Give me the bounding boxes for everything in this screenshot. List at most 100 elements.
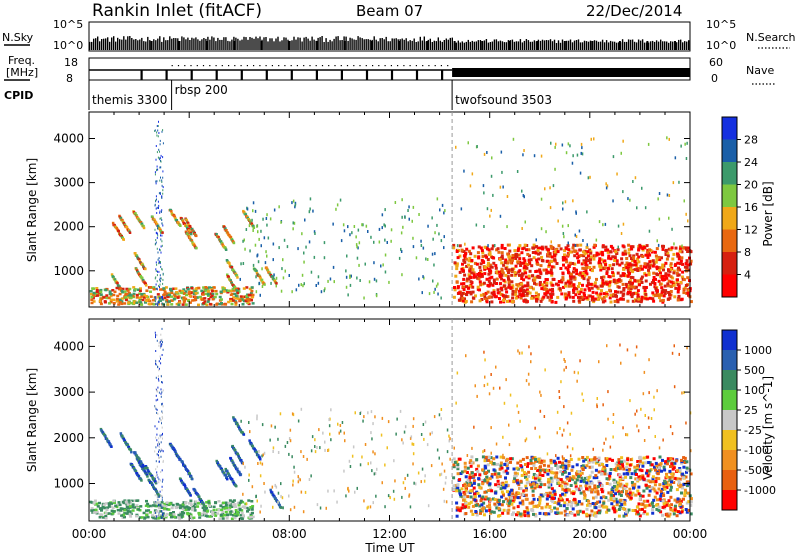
velocity-cell	[178, 511, 182, 515]
velocity-cell	[279, 412, 282, 416]
power-cell	[245, 296, 249, 299]
power-cell	[218, 302, 222, 306]
nsky-bar	[235, 37, 237, 50]
velocity-cell	[654, 480, 658, 483]
velocity-cell	[298, 477, 300, 481]
power-cell	[142, 278, 145, 282]
velocity-cell	[616, 483, 620, 487]
power-cell	[667, 291, 671, 294]
velocity-cell	[155, 517, 159, 521]
velocity-cell	[237, 455, 240, 458]
power-cell	[460, 267, 464, 271]
nsky-bar	[213, 37, 215, 50]
power-cell	[234, 294, 238, 298]
power-cell	[236, 291, 239, 295]
velocity-cell	[327, 448, 330, 452]
power-cell	[247, 293, 251, 297]
power-cell	[630, 257, 633, 260]
power-cell	[518, 269, 522, 273]
power-cell	[624, 263, 628, 267]
velocity-cell	[226, 513, 229, 516]
power-cell	[514, 257, 518, 260]
power-cell	[682, 291, 686, 295]
power-cell	[689, 250, 693, 254]
power-cell	[656, 294, 660, 298]
power-cell	[487, 267, 491, 271]
power-cell	[568, 295, 572, 299]
velocity-cell	[596, 485, 600, 488]
velocity-cell	[160, 436, 162, 439]
power-cell	[116, 294, 120, 298]
colorbar-tick-label: 28	[744, 134, 758, 147]
velocity-cell	[515, 472, 519, 476]
nsky-bar	[115, 41, 117, 50]
power-cell	[572, 270, 575, 274]
nsky-bar	[431, 42, 433, 50]
power-cell	[549, 268, 553, 272]
power-cell	[195, 234, 198, 238]
velocity-cell	[202, 512, 206, 515]
power-cell	[220, 302, 223, 305]
velocity-cell	[463, 461, 467, 465]
power-cell	[486, 290, 490, 294]
velocity-cell	[367, 505, 369, 509]
power-cell	[565, 296, 568, 300]
velocity-cell	[131, 506, 134, 509]
power-cell	[517, 247, 520, 251]
power-cell	[248, 224, 251, 228]
velocity-cell	[625, 467, 629, 471]
velocity-cell	[314, 450, 317, 454]
power-cell	[586, 278, 590, 282]
power-cell	[373, 240, 375, 244]
power-cell	[443, 211, 445, 215]
power-cell	[161, 195, 163, 198]
power-cell	[492, 293, 496, 297]
velocity-cell	[607, 491, 611, 495]
velocity-cell	[99, 427, 103, 431]
power-cell	[203, 289, 207, 292]
velocity-cell	[259, 461, 262, 465]
power-cell	[673, 264, 677, 267]
velocity-cell	[431, 431, 433, 435]
velocity-cell	[538, 471, 542, 475]
power-cell	[160, 261, 161, 264]
nsky-bar	[423, 36, 425, 50]
power-cell	[573, 254, 577, 258]
power-cell	[550, 273, 554, 277]
power-cell	[674, 156, 677, 160]
power-cell	[651, 291, 655, 295]
power-cell	[156, 293, 160, 296]
power-cell	[482, 184, 485, 188]
power-cell	[162, 288, 164, 291]
power-cell	[562, 285, 565, 289]
power-cell	[222, 290, 226, 293]
velocity-cell	[545, 497, 549, 501]
velocity-cell	[207, 499, 211, 503]
nave-dot	[409, 65, 411, 67]
power-cell	[480, 258, 484, 262]
velocity-cell	[202, 511, 206, 514]
power-cell	[260, 278, 264, 282]
velocity-cell	[155, 407, 157, 410]
power-cell	[161, 240, 163, 243]
power-cell	[510, 300, 514, 304]
power-cell	[157, 302, 161, 306]
power-cell	[193, 296, 197, 299]
power-cell	[668, 292, 671, 296]
power-cell	[664, 253, 668, 256]
power-cell	[167, 293, 171, 297]
velocity-cell	[212, 505, 216, 509]
power-cell	[658, 296, 661, 299]
power-cell	[583, 274, 587, 278]
power-cell	[280, 289, 283, 293]
velocity-cell	[585, 512, 589, 516]
power-cell	[265, 217, 268, 220]
power-cell	[345, 269, 347, 273]
power-cell	[164, 286, 168, 289]
velocity-cell	[241, 516, 245, 519]
velocity-cell	[584, 484, 588, 488]
nsky-bar	[666, 41, 668, 50]
velocity-cell	[526, 462, 530, 466]
power-cell	[247, 299, 251, 302]
velocity-cell	[404, 477, 406, 481]
